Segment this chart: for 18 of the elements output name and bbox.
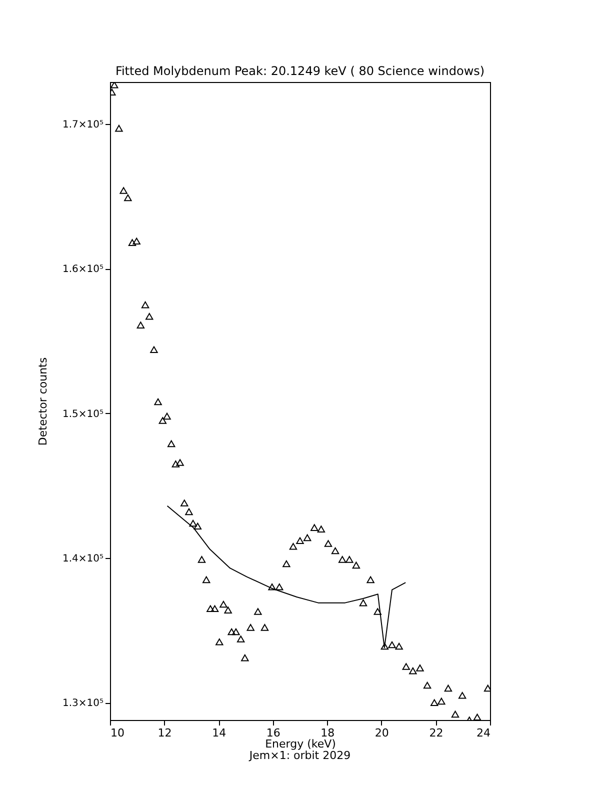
line-series [166,505,406,648]
y-tick-label: 1.7×10⁵ [62,119,104,130]
y-axis-title: Detector counts [36,357,50,446]
x-tick-label: 24 [476,726,490,740]
y-tick-label: 1.3×10⁵ [62,698,104,710]
y-tick-label: 1.6×10⁵ [62,264,104,276]
text: Jem×1: orbit 2029 [248,749,351,762]
y-tick-label: 1.4×10⁵ [62,553,104,564]
x-tick-label: 22 [429,726,444,740]
x-tick-label: 12 [158,726,172,740]
x-axis-title: Energy (keV) [265,738,336,750]
chart-title: Fitted Molybdenum Peak: 20.1249 keV ( 80 Science windows) [115,64,485,78]
x-tick-label: 10 [110,726,124,740]
x-tick-label: 18 [320,726,335,740]
x-tick-label: 14 [212,726,226,740]
x-tick-label: 20 [374,726,389,740]
x-tick-label: 16 [266,726,280,740]
y-tick-label: 1.5×10⁵ [62,408,104,420]
